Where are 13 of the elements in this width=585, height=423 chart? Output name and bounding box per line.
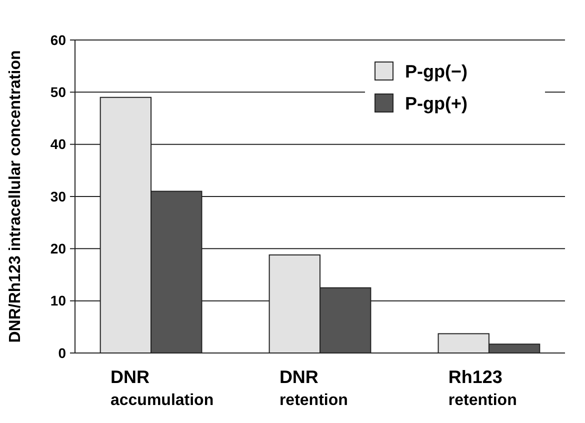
y-tick-label: 0	[58, 344, 66, 361]
legend-label: P-gp(−)	[405, 61, 468, 82]
y-tick-label: 50	[50, 84, 66, 100]
y-tick-label: 10	[50, 292, 66, 309]
y-axis-title: DNR/Rh123 intracellular concentration	[7, 50, 24, 343]
legend-label: P-gp(+)	[405, 93, 468, 114]
x-tick-label: Rh123 retention	[448, 367, 517, 409]
y-tick-label: 30	[50, 188, 66, 204]
y-tick-label: 60	[50, 32, 66, 48]
x-tick-label: DNR accumulation	[110, 367, 214, 409]
y-tick-label: 20	[50, 240, 66, 257]
x-tick-label: DNR retention	[279, 367, 348, 409]
y-tick-label: 40	[50, 136, 66, 152]
